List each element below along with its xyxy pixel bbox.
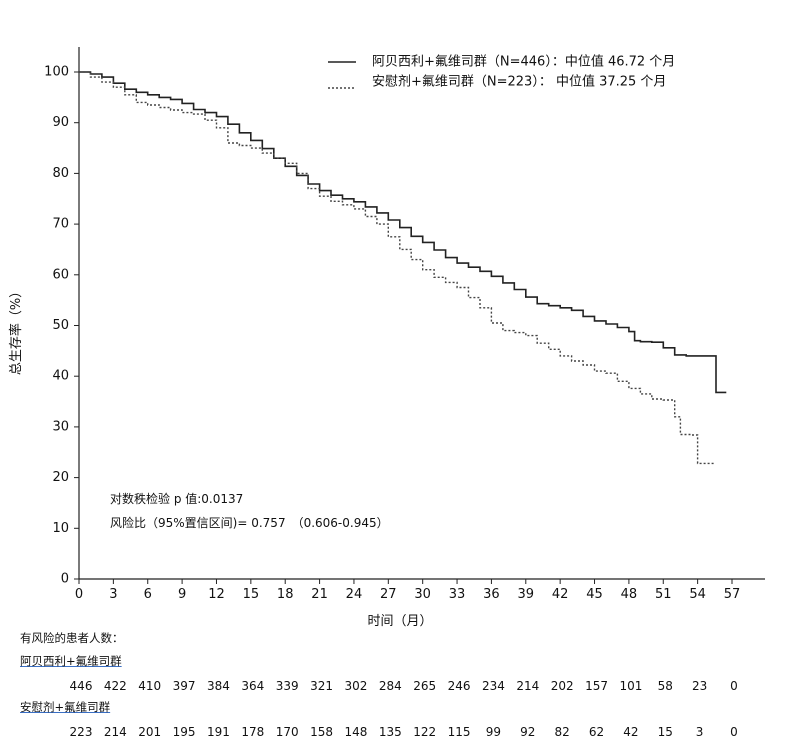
- risk-count: 397: [172, 679, 196, 693]
- legend: 阿贝西利+氟维司群（N=446）：中位值 46.72 个月 安慰剂+氟维司群（N…: [328, 54, 675, 90]
- risk-count: 321: [310, 679, 334, 693]
- x-tick-label: 12: [208, 587, 225, 602]
- x-tick-label: 0: [75, 587, 83, 602]
- x-tick-label: 18: [277, 587, 294, 602]
- x-tick-label: 27: [380, 587, 397, 602]
- risk-count: 214: [103, 725, 127, 739]
- x-tick-label: 24: [346, 587, 363, 602]
- risk-count: 364: [241, 679, 265, 693]
- risk-count: 302: [344, 679, 368, 693]
- x-tick-label: 30: [414, 587, 431, 602]
- x-tick-label: 54: [689, 587, 706, 602]
- risk-group-label-1: 阿贝西利+氟维司群: [20, 654, 122, 668]
- y-tick-label: 50: [52, 318, 69, 333]
- risk-count: 284: [378, 679, 402, 693]
- risk-count: 82: [554, 725, 570, 739]
- risk-count: 384: [207, 679, 230, 693]
- x-tick-label: 57: [724, 587, 741, 602]
- risk-count: 246: [447, 679, 471, 693]
- risk-count: 202: [550, 679, 574, 693]
- y-tick-label: 30: [52, 419, 69, 434]
- risk-count: 0: [730, 679, 738, 693]
- x-tick-label: 48: [621, 587, 638, 602]
- risk-count: 99: [485, 725, 502, 739]
- risk-count: 195: [172, 725, 196, 739]
- risk-row-placebo: 223 214 201 195 191 178 170 158 148 135 122 115 99 92…: [0, 725, 787, 741]
- x-tick-label: 33: [449, 587, 466, 602]
- risk-count: 0: [730, 725, 738, 739]
- survival-curves: [79, 71, 727, 465]
- risk-count: 42: [623, 725, 639, 739]
- risk-row-abemaciclib: 446 422 410 397 384 364 339 321 302 284 265 246 234 2…: [0, 679, 787, 695]
- curve-abemaciclib: [79, 71, 727, 394]
- x-tick-label: 3: [109, 587, 117, 602]
- risk-count: 115: [447, 725, 471, 739]
- y-tick-label: 40: [52, 369, 69, 384]
- risk-count: 92: [520, 725, 536, 739]
- x-tick-label: 42: [552, 587, 569, 602]
- risk-count: 191: [207, 725, 230, 739]
- x-tick-label: 36: [483, 587, 500, 602]
- y-tick-label: 0: [61, 572, 69, 587]
- y-axis-title: 总生存率（%）: [8, 285, 24, 375]
- legend-label-series-2: 安慰剂+氟维司群（N=223）： 中位值 37.25 个月: [372, 74, 666, 90]
- x-tick-label: 45: [586, 587, 603, 602]
- risk-count: 122: [413, 725, 437, 739]
- logrank-annotation: 对数秩检验 p 值:0.0137: [110, 491, 243, 506]
- risk-count: 223: [69, 725, 93, 739]
- y-tick-label: 10: [52, 521, 69, 536]
- risk-count: 170: [275, 725, 299, 739]
- x-tick-label: 9: [178, 587, 186, 602]
- x-tick-label: 39: [518, 587, 535, 602]
- risk-count: 62: [588, 725, 605, 739]
- y-tick-label: 60: [52, 267, 69, 282]
- risk-count: 214: [516, 679, 540, 693]
- x-tick-label: 15: [243, 587, 260, 602]
- risk-count: 234: [481, 679, 505, 693]
- risk-count: 15: [657, 725, 673, 739]
- y-tick-label: 100: [44, 65, 69, 80]
- risk-count: 23: [691, 679, 708, 693]
- y-tick-label: 90: [52, 115, 69, 130]
- risk-count: 157: [585, 679, 608, 693]
- risk-count: 446: [69, 679, 93, 693]
- risk-count: 148: [344, 725, 368, 739]
- risk-group-label-2: 安慰剂+氟维司群: [20, 700, 111, 714]
- y-tick-label: 20: [52, 470, 69, 485]
- risk-count: 422: [103, 679, 127, 693]
- risk-count: 410: [138, 679, 162, 693]
- y-tick-label: 80: [52, 166, 69, 181]
- risk-count: 158: [310, 725, 334, 739]
- x-tick-label: 6: [144, 587, 152, 602]
- legend-label-series-1: 阿贝西利+氟维司群（N=446）：中位值 46.72 个月: [372, 54, 675, 70]
- curve-placebo: [79, 71, 715, 465]
- risk-count: 3: [695, 725, 704, 739]
- risk-count: 339: [275, 679, 299, 693]
- risk-count: 201: [138, 725, 162, 739]
- x-tick-label: 21: [311, 587, 328, 602]
- risk-count: 58: [657, 679, 673, 693]
- risk-table-title: 有风险的患者人数：: [20, 631, 124, 645]
- risk-count: 178: [241, 725, 265, 739]
- x-tick-label: 51: [655, 587, 672, 602]
- hazard-ratio-annotation: 风险比（95%置信区间)= 0.757 （0.606-0.945）: [110, 515, 389, 530]
- y-tick-label: 70: [52, 217, 69, 232]
- risk-count: 265: [413, 679, 437, 693]
- x-axis-title: 时间（月）: [367, 614, 432, 629]
- risk-count: 135: [378, 725, 402, 739]
- risk-count: 101: [619, 679, 643, 693]
